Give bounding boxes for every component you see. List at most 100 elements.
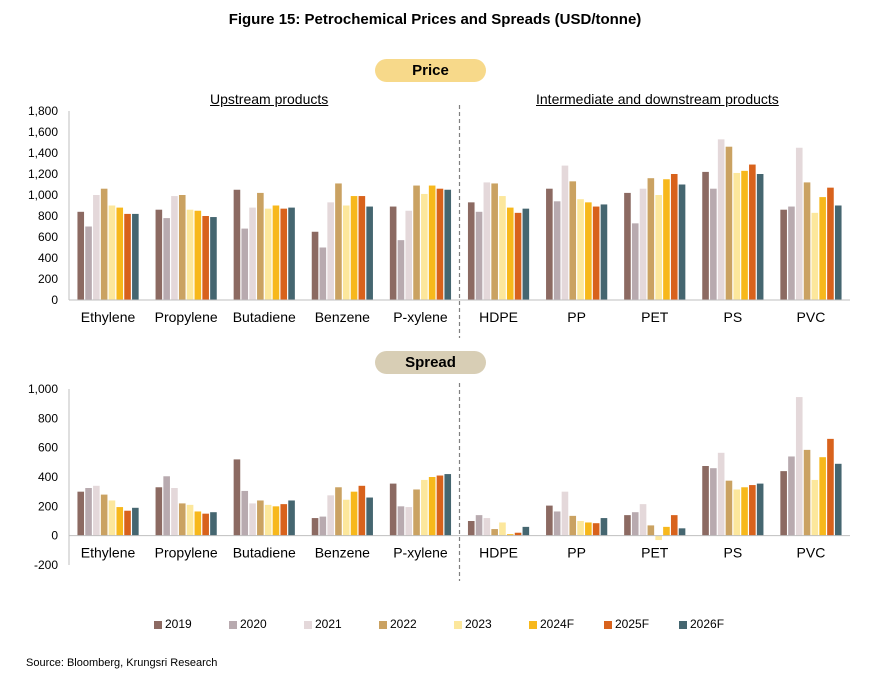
spread-y-tick-label: 400	[38, 470, 58, 484]
price-bar-pet-2019	[624, 192, 631, 300]
spread-bar-hdpe-2021	[483, 518, 491, 536]
price-bar-p-xylene-2020	[397, 240, 405, 300]
spread-category-label: Butadiene	[233, 545, 296, 561]
price-bar-benzene-2022	[335, 183, 342, 300]
spread-category-label: HDPE	[479, 545, 518, 561]
price-bar-propylene-2025f	[202, 216, 209, 300]
legend-swatch	[679, 620, 687, 629]
price-bar-pvc-2022	[803, 182, 811, 300]
spread-y-tick-label: 1,000	[28, 382, 58, 396]
price-bar-butadiene-2021	[249, 207, 256, 300]
price-bar-p-xylene-2025f	[436, 188, 444, 300]
price-bar-pvc-2020	[788, 206, 795, 300]
price-bar-ethylene-2023	[108, 205, 116, 300]
spread-bar-benzene-2022	[335, 487, 342, 536]
spread-bar-pet-2023	[655, 535, 662, 541]
price-bar-benzene-2024f	[350, 196, 358, 300]
price-category-label: Ethylene	[81, 309, 136, 325]
price-bar-pp-2020	[553, 201, 561, 300]
price-bar-ethylene-2025f	[124, 213, 131, 300]
spread-bar-ps-2024f	[741, 487, 748, 536]
spread-category-label: PVC	[797, 545, 826, 561]
price-bar-ethylene-2022	[100, 188, 108, 300]
price-bar-hdpe-2020	[475, 211, 483, 300]
spread-bar-propylene-2023	[186, 504, 194, 536]
price-bar-hdpe-2019	[467, 202, 475, 300]
spread-bar-ethylene-2025f	[124, 510, 131, 536]
spread-bar-p-xylene-2023	[421, 479, 428, 536]
spread-bar-pvc-2025f	[827, 438, 834, 536]
price-category-label: Butadiene	[233, 309, 296, 325]
spread-bar-butadiene-2020	[241, 490, 249, 536]
price-bar-pet-2020	[631, 223, 639, 300]
spread-bar-benzene-2019	[311, 518, 319, 536]
legend-swatch	[229, 620, 237, 629]
spread-bar-propylene-2019	[155, 487, 163, 536]
price-bar-p-xylene-2023	[421, 193, 428, 300]
price-bar-benzene-2023	[342, 205, 350, 300]
price-bar-butadiene-2019	[233, 189, 241, 300]
price-bar-propylene-2021	[171, 196, 178, 300]
spread-bar-hdpe-2020	[475, 515, 483, 536]
legend-label: 2020	[240, 617, 267, 631]
price-y-tick-label: 1,200	[28, 167, 58, 181]
price-y-tick-label: 1,800	[28, 105, 58, 118]
price-y-tick-label: 0	[51, 293, 58, 307]
price-bar-propylene-2019	[155, 209, 163, 300]
spread-bar-propylene-2024f	[194, 511, 202, 536]
spread-bar-butadiene-2022	[257, 500, 264, 536]
price-bar-butadiene-2026f	[288, 207, 295, 300]
price-bar-hdpe-2026f	[522, 208, 530, 300]
price-bar-butadiene-2022	[257, 192, 264, 300]
spread-bar-pvc-2019	[780, 471, 787, 536]
price-bar-benzene-2020	[319, 247, 327, 300]
spread-bar-butadiene-2026f	[288, 500, 295, 536]
price-bar-pvc-2025f	[827, 187, 834, 300]
price-bar-pet-2024f	[663, 179, 670, 300]
legend-swatch	[379, 620, 387, 629]
spread-bar-ethylene-2026f	[132, 507, 139, 536]
price-bar-ethylene-2026f	[132, 213, 139, 300]
spread-bar-ethylene-2022	[100, 494, 108, 536]
spread-y-tick-label: 200	[38, 499, 58, 513]
legend-item-2025f: 2025F	[604, 617, 649, 631]
legend-item-2022: 2022	[379, 617, 417, 631]
price-y-tick-label: 200	[38, 272, 58, 286]
price-y-tick-label: 1,000	[28, 188, 58, 202]
legend-item-2023: 2023	[454, 617, 492, 631]
spread-bar-pvc-2026f	[834, 463, 842, 536]
spread-bar-hdpe-2026f	[522, 526, 530, 536]
spread-bar-propylene-2022	[178, 503, 186, 536]
spread-category-label: Propylene	[155, 545, 218, 561]
price-bar-pet-2021	[639, 188, 647, 300]
spread-bar-p-xylene-2026f	[444, 474, 452, 536]
legend-swatch	[454, 620, 462, 629]
price-bar-ps-2022	[725, 146, 733, 300]
price-bar-hdpe-2021	[483, 182, 491, 300]
spread-bar-propylene-2026f	[210, 512, 217, 536]
legend-item-2024f: 2024F	[529, 617, 574, 631]
spread-bar-p-xylene-2019	[389, 483, 397, 536]
price-bar-propylene-2024f	[194, 210, 202, 300]
spread-bar-butadiene-2025f	[280, 504, 288, 536]
spread-bar-p-xylene-2024f	[428, 477, 436, 536]
spread-bar-hdpe-2025f	[514, 532, 522, 536]
spread-bar-butadiene-2023	[264, 504, 272, 536]
spread-bar-hdpe-2019	[467, 521, 475, 536]
spread-category-label: P-xylene	[393, 545, 448, 561]
spread-bar-p-xylene-2020	[397, 506, 405, 536]
spread-bar-benzene-2021	[327, 495, 334, 536]
legend-swatch	[604, 620, 612, 629]
spread-category-label: PS	[724, 545, 743, 561]
price-bar-propylene-2023	[186, 209, 194, 300]
price-bar-ps-2026f	[756, 174, 764, 300]
spread-category-label: Benzene	[315, 545, 370, 561]
spread-bar-butadiene-2024f	[272, 506, 280, 536]
price-bar-ps-2021	[717, 139, 725, 300]
spread-bar-ethylene-2023	[108, 500, 116, 536]
legend-item-2020: 2020	[229, 617, 267, 631]
spread-bar-ps-2020	[710, 468, 717, 536]
price-bar-ps-2019	[702, 171, 709, 300]
price-category-label: Benzene	[315, 309, 370, 325]
spread-bar-pvc-2020	[788, 456, 795, 536]
